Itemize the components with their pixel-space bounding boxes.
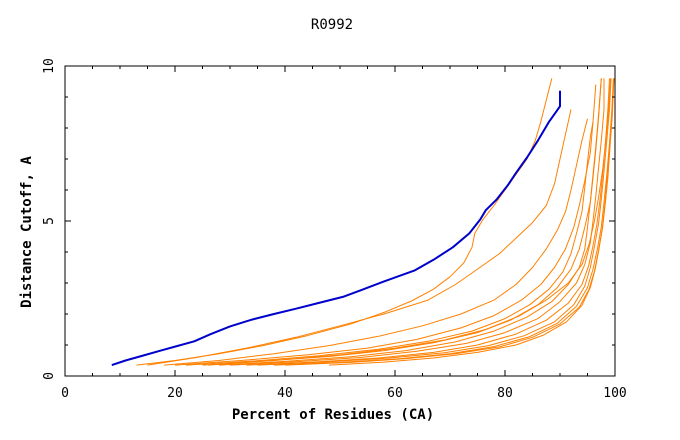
chart-title: R0992 [311, 17, 353, 33]
series-line [328, 78, 615, 366]
series-line [147, 109, 572, 366]
y-tick-label: 10 [42, 58, 57, 74]
x-tick-label: 20 [167, 386, 183, 401]
x-axis: 0 20 40 60 80 100 [61, 66, 627, 401]
y-tick-label: 5 [42, 217, 57, 225]
series-line [185, 121, 594, 366]
x-tick-label: 0 [61, 386, 69, 401]
series-line [207, 78, 612, 366]
x-axis-title: Percent of Residues (CA) [232, 407, 434, 423]
series-line [246, 78, 610, 366]
x-tick-label: 60 [387, 386, 403, 401]
x-tick-label: 80 [497, 386, 513, 401]
series-line [257, 78, 612, 366]
x-tick-label: 100 [603, 386, 626, 401]
series-line [163, 118, 588, 366]
series-line [229, 78, 605, 366]
series-line-highlight [111, 90, 561, 367]
series-line [136, 78, 553, 366]
y-tick-label: 0 [42, 372, 57, 380]
series-line [284, 78, 615, 366]
series-layer [111, 78, 615, 367]
y-axis: 0 5 10 [42, 58, 615, 380]
plot-frame [64, 65, 616, 377]
x-tick-label: 40 [277, 386, 293, 401]
series-line [218, 78, 602, 366]
y-axis-title: Distance Cutoff, A [19, 156, 35, 308]
